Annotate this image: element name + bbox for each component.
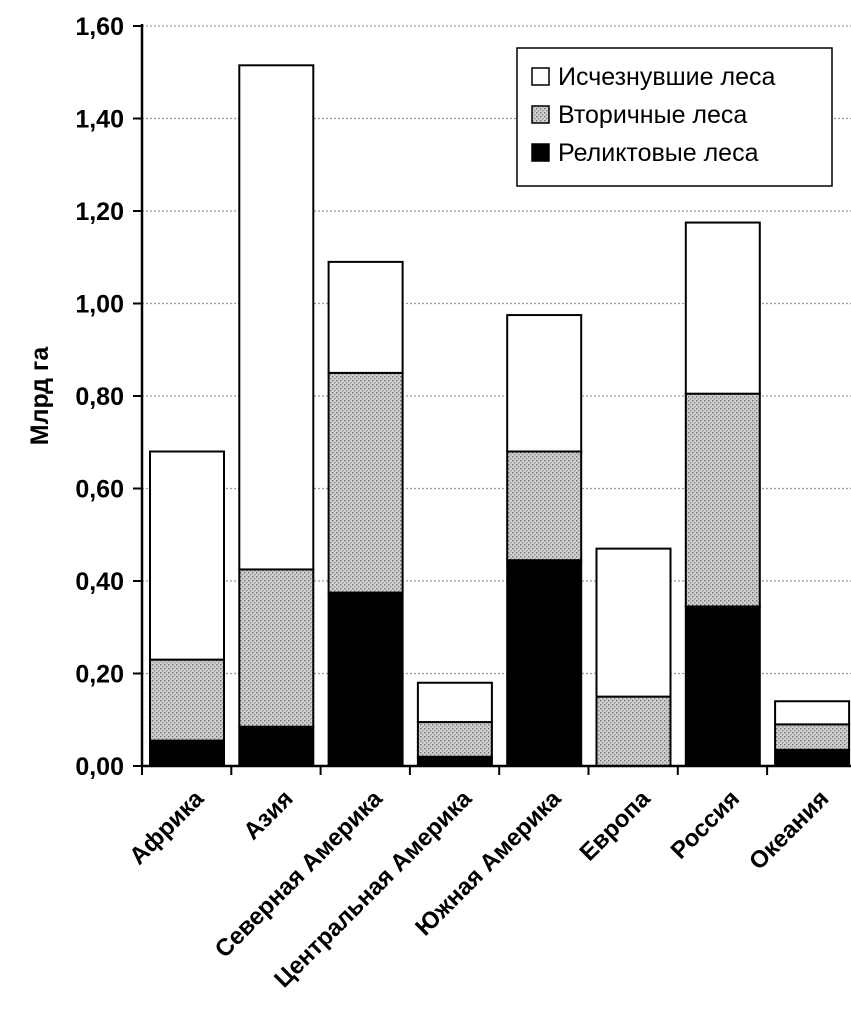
x-category-label: Северная Америка xyxy=(210,785,389,964)
x-category-label: Океания xyxy=(744,785,834,875)
legend-swatch xyxy=(531,105,550,124)
bar-segment xyxy=(684,392,761,608)
bar-segment xyxy=(416,721,493,758)
y-tick-label: 1,00 xyxy=(75,291,124,319)
x-category-label: Россия xyxy=(666,785,745,864)
x-category-label: Африка xyxy=(124,785,209,870)
x-category-label: Европа xyxy=(574,785,656,867)
bar-segment xyxy=(327,371,404,594)
bar-segment xyxy=(327,591,404,767)
bar-segment xyxy=(506,450,583,562)
y-tick-label: 0,80 xyxy=(75,383,124,411)
legend-swatch xyxy=(531,67,550,86)
legend-label: Вторичные леса xyxy=(558,101,747,129)
legend-label: Реликтовые леса xyxy=(558,139,759,167)
bars xyxy=(149,64,851,767)
bar-segment xyxy=(149,658,225,742)
bar-segment xyxy=(684,605,761,767)
axes xyxy=(133,24,851,775)
bar-segment xyxy=(595,695,672,767)
bar-segment xyxy=(416,755,493,767)
bar-segment xyxy=(774,723,851,751)
bar-segment xyxy=(506,559,583,767)
y-tick-label: 0,20 xyxy=(75,661,124,689)
y-tick-label: 1,60 xyxy=(75,13,124,41)
legend-label: Исчезнувшие леса xyxy=(558,63,775,91)
bar-segment xyxy=(416,681,493,724)
legend-box xyxy=(516,47,833,187)
bar-segment xyxy=(238,725,315,767)
bar-segment xyxy=(149,450,225,661)
x-category-label: Азия xyxy=(238,785,298,845)
legend: Исчезнувшие леса Вторичные леса Реликтовые… xyxy=(516,47,833,187)
bar-segment xyxy=(684,221,761,395)
legend-swatch xyxy=(531,143,550,162)
bar-segment xyxy=(327,260,404,374)
y-tick-labels: 0,00 0,20 0,40 0,60 0,80 1,00 1,20 1,40 1,60 xyxy=(75,13,124,781)
y-axis-title: Млрд га xyxy=(26,346,54,446)
y-tick-label: 1,20 xyxy=(75,198,124,226)
bar-segment xyxy=(506,314,583,453)
y-tick-label: 0,00 xyxy=(75,753,124,781)
y-tick-label: 0,40 xyxy=(75,568,124,596)
bar-segment xyxy=(238,568,315,728)
bar-segment xyxy=(149,739,225,767)
y-tick-label: 1,40 xyxy=(75,106,124,134)
bar-segment xyxy=(595,547,672,698)
y-tick-label: 0,60 xyxy=(75,476,124,504)
bar-segment xyxy=(238,64,315,571)
bar-segment xyxy=(774,748,851,767)
bar-segment xyxy=(774,700,851,726)
